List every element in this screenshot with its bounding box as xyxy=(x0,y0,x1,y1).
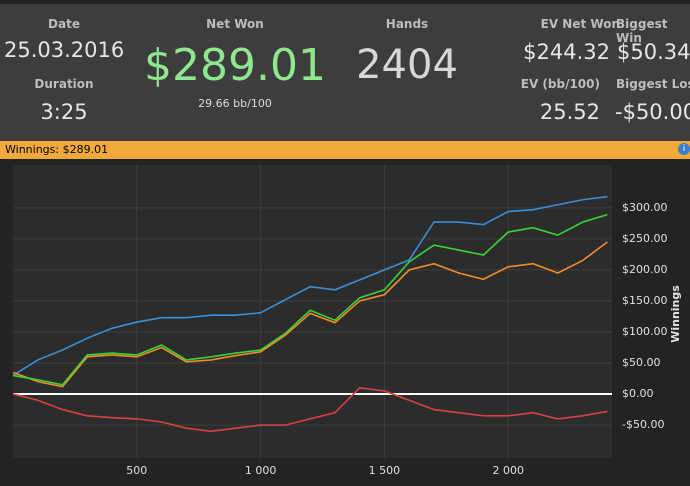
chart-bar: Winnings: $289.01 i xyxy=(0,141,690,159)
y-tick-label: $150.00 xyxy=(622,294,668,307)
chart-bar-title: Winnings: $289.01 xyxy=(5,143,109,156)
stat-label: Hands xyxy=(385,17,429,31)
series-line xyxy=(12,241,608,388)
stat-value: $244.32 xyxy=(523,40,610,64)
info-icon[interactable]: i xyxy=(678,143,690,155)
series-line xyxy=(12,213,608,386)
x-tick-label: 1 500 xyxy=(369,464,401,477)
y-tick-label: $300.00 xyxy=(622,201,668,214)
stat-value: 3:25 xyxy=(40,100,88,124)
stat-label: Biggest Win xyxy=(616,17,668,45)
stat-label: Duration xyxy=(34,77,94,91)
hands: 2404 xyxy=(356,42,458,88)
series-line xyxy=(12,387,608,433)
stat-label: Biggest Loss xyxy=(616,77,690,91)
stat-value: $50.34 xyxy=(617,40,690,64)
stat-label: EV (bb/100) xyxy=(520,77,600,91)
y-tick-label: $100.00 xyxy=(622,325,668,338)
stats-panel: Date 25.03.2016 Duration 3:25 Net Won $2… xyxy=(0,0,690,141)
x-tick-label: 2 000 xyxy=(492,464,524,477)
x-tick-label: 1 000 xyxy=(245,464,277,477)
y-tick-label: $0.00 xyxy=(622,387,654,400)
y-axis-label: Winnings xyxy=(669,285,682,343)
y-tick-label: $50.00 xyxy=(622,356,661,369)
stat-rate: 29.66 bb/100 xyxy=(198,97,272,110)
y-tick-label: $250.00 xyxy=(622,232,668,245)
y-tick-label: $200.00 xyxy=(622,263,668,276)
stat-value: 25.03.2016 xyxy=(4,38,125,62)
net-won: $289.01 xyxy=(144,40,326,91)
stat-value: -$50.00 xyxy=(615,100,690,124)
stat-label: EV Net Won xyxy=(540,17,620,31)
stat-value: 25.52 xyxy=(539,100,600,124)
chart: Winnings -$50.00 $0.00 $50.00 $100.00 $150.0… xyxy=(0,159,690,486)
x-tick-label: 500 xyxy=(126,464,147,477)
y-tick-label: -$50.00 xyxy=(622,418,664,431)
stat-label: Net Won xyxy=(206,17,264,31)
series-line xyxy=(12,195,608,377)
stat-label: Date xyxy=(48,17,80,31)
